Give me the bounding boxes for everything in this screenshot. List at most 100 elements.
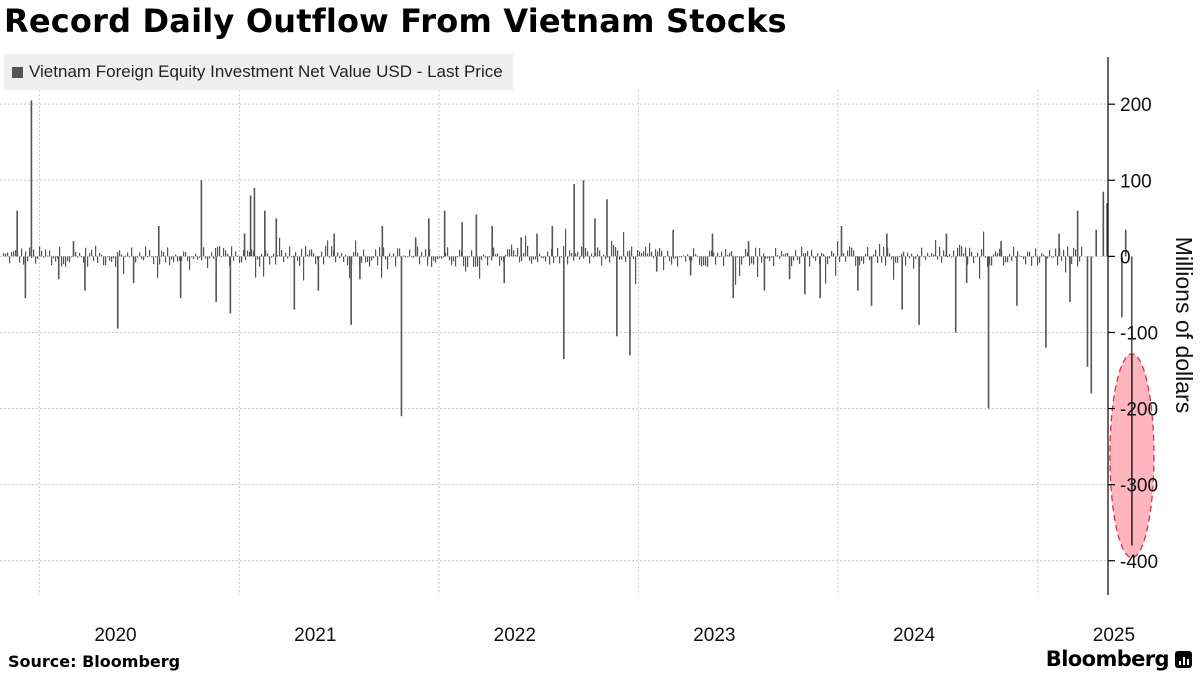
bar-noise [271,256,273,258]
bar-noise [845,256,847,262]
bar-noise [931,253,933,257]
bar-noise [129,256,131,258]
bar-noise [337,252,339,257]
bar-noise [269,256,271,265]
bar-noise [233,256,235,261]
bar-noise [957,247,959,257]
bar-noise [1055,248,1057,257]
bar [253,187,256,257]
bar-noise [1029,251,1031,257]
bar-noise [859,256,861,266]
bar-noise [901,253,903,257]
bar [57,256,60,280]
bar-noise [165,256,167,263]
bar-noise [149,249,151,257]
bar-noise [747,252,749,257]
bar-noise [405,256,407,258]
bar-noise [139,252,141,257]
bar [732,256,735,299]
bar-noise [371,256,373,261]
bar-noise [693,248,695,257]
bar-noise [449,256,451,261]
bar-noise [173,256,175,263]
bar-noise [399,248,401,257]
bar-noise [39,246,41,257]
bar-noise [667,250,669,257]
bar-noise [33,249,35,257]
bar-noise [1063,249,1065,257]
bar-noise [997,253,999,257]
bar [30,100,33,257]
bar-noise [471,250,473,257]
bar-noise [723,256,725,266]
bar-noise [655,249,657,257]
bar-noise [243,250,245,257]
bar-noise [567,256,569,265]
bar-noise [991,256,993,266]
bar-noise [215,247,217,257]
bar [840,225,843,257]
bar-noise [995,251,997,257]
bar-noise [685,256,687,262]
y-tick-label: -100 [1120,323,1158,344]
bar-noise [365,256,367,263]
bar-noise [601,256,603,266]
bar-noise [969,247,971,257]
bar-noise [847,250,849,257]
bar [711,233,714,257]
bar-noise [1027,251,1029,257]
bar-noise [591,253,593,257]
bar-noise [589,256,591,264]
y-tick-label: -400 [1120,552,1158,573]
bar-noise [63,256,65,265]
bar-noise [407,256,409,258]
bar-noise [891,256,893,260]
bar-noise [425,249,427,257]
bar-noise [373,256,375,259]
bar-noise [879,243,881,257]
bar [1045,256,1047,348]
bar [616,256,618,337]
bar [1124,229,1127,257]
bar-noise [327,240,329,257]
bar-noise [941,256,943,263]
bar-noise [195,253,197,257]
bar [788,256,791,280]
bar-noise [479,256,481,279]
bar-noise [545,256,547,262]
bar-noise [535,256,537,260]
bar-noise [917,254,919,257]
bar-noise [675,256,677,259]
bar-noise [199,256,201,258]
legend-swatch-icon [12,66,23,78]
bar-noise [929,255,931,257]
bar-noise [553,256,555,263]
bar-noise [417,246,419,257]
bar-noise [799,256,801,264]
bar [116,256,119,329]
bar-noise [93,256,95,262]
bar-noise [397,248,399,257]
bar-noise [935,240,937,257]
bar-noise [1025,256,1027,265]
bar-noise [37,256,39,259]
bar-noise [987,256,989,267]
bar [573,184,575,257]
bar-noise [861,256,863,262]
bar-noise [849,246,851,257]
bar-noise [779,256,781,259]
bar-noise [97,256,99,263]
bar-noise [325,245,327,257]
bar-noise [671,256,673,265]
bar-noise [839,256,841,263]
bar-noise [807,251,809,257]
bar-noise [177,256,179,262]
bar-noise [649,243,651,257]
bar [157,225,160,257]
bar-noise [571,253,573,257]
bar-noise [517,248,519,257]
bar-noise [585,247,587,257]
bar-noise [761,256,763,263]
bar-noise [835,256,837,276]
bar-noise [745,248,747,257]
